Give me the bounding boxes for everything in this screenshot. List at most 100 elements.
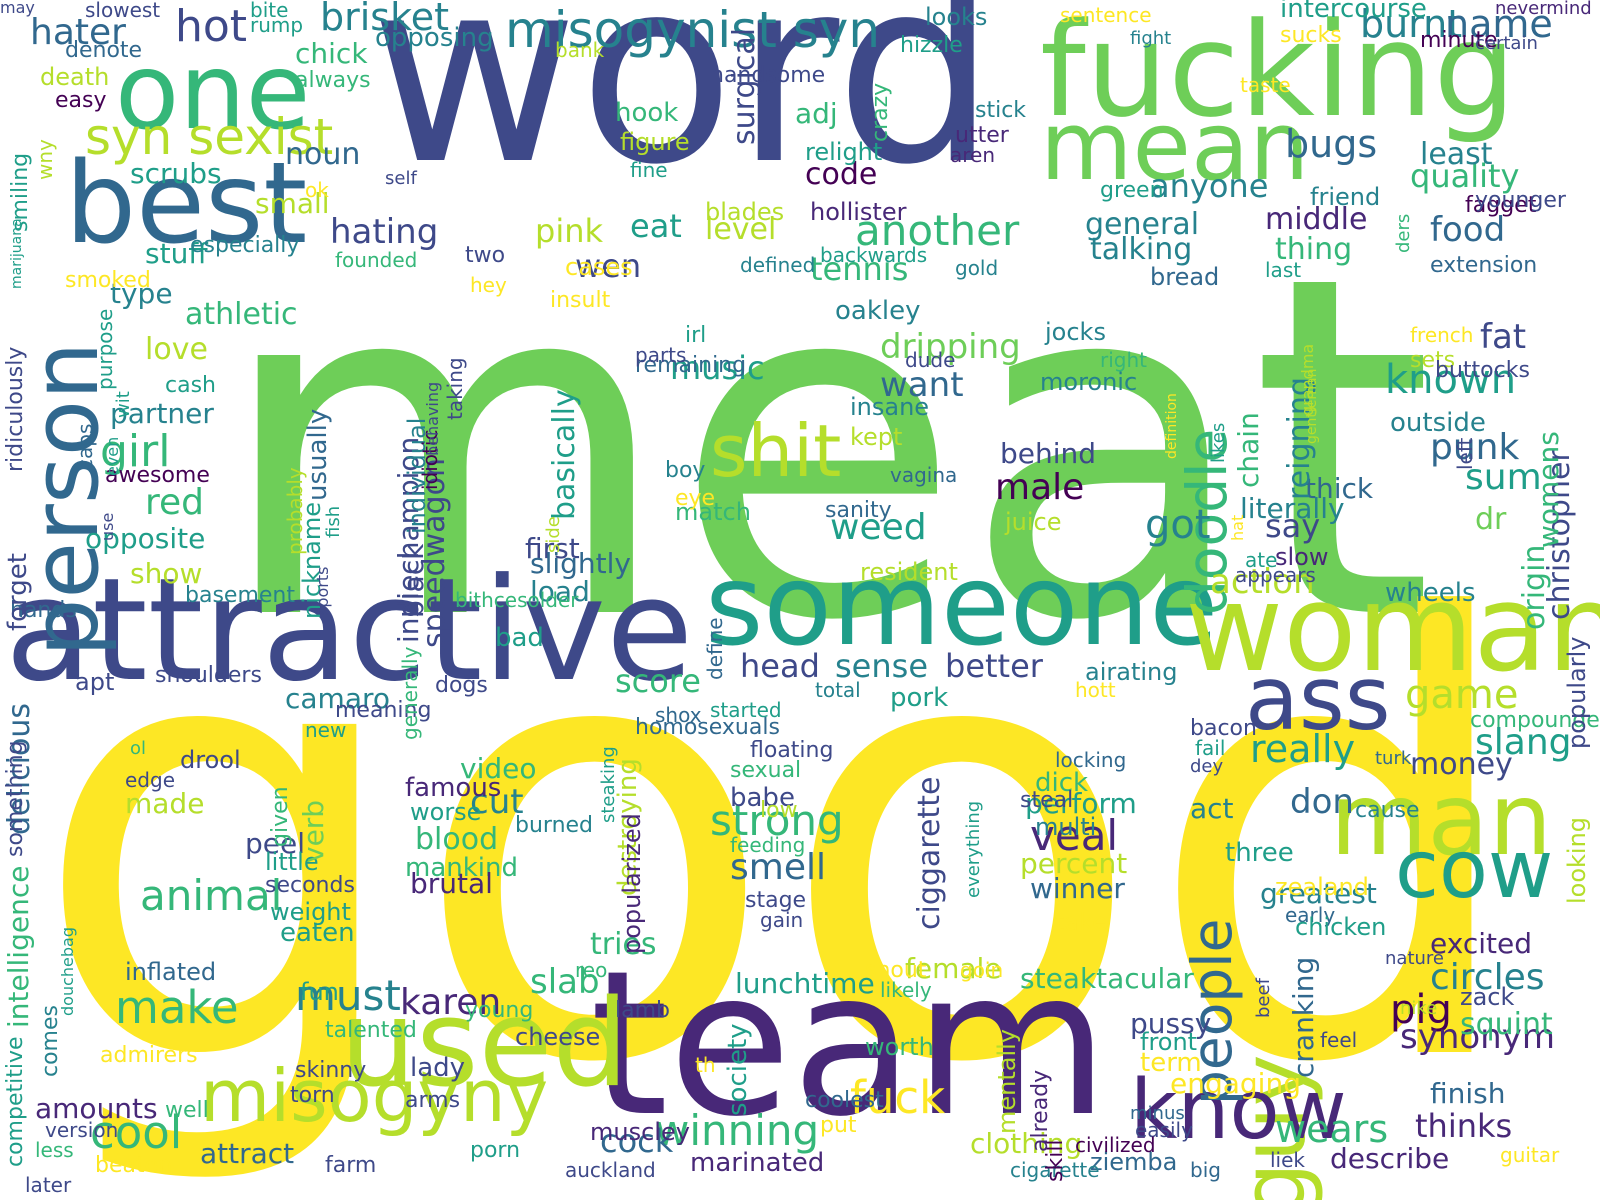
cloud-word: intelligence [2,865,35,1028]
cloud-word: food [1430,210,1506,250]
cloud-word: peel [245,827,306,860]
cloud-word: steaktacular [1020,962,1194,995]
cloud-word: compounded [1470,708,1600,733]
cloud-word: skinny [295,1058,367,1083]
cloud-word: figure [620,128,690,156]
cloud-word: squint [1460,1007,1553,1042]
cloud-word: better [945,647,1043,685]
cloud-word: beef [1253,978,1274,1018]
cloud-word: brutal [410,867,493,900]
cloud-word: used [340,975,629,1114]
cloud-word: sports [313,566,332,616]
cloud-word: nevermind [1495,0,1592,19]
cloud-word: relight [805,138,883,166]
cloud-word: sum [1465,457,1542,498]
cloud-word: thing [1275,232,1353,267]
cloud-word: weight [270,898,351,926]
cloud-word: shoulders [155,663,262,688]
cloud-word: mean [1040,92,1310,202]
cloud-word: gold [955,256,999,280]
cloud-word: reo [575,958,608,982]
cloud-word: easy [55,88,107,113]
cloud-word: mentally [993,1028,1021,1134]
cloud-word: noun [285,137,361,172]
cloud-word: started [710,698,782,722]
cloud-word: caps [73,423,97,470]
cloud-word: general [1085,207,1200,242]
cloud-word: brisket [320,0,450,39]
cloud-word: something [3,740,28,857]
cloud-word: airating [1085,658,1178,686]
cloud-word: cases [565,253,633,281]
cloud-word: jocks [1045,318,1106,346]
cloud-word: eat [630,207,682,245]
cloud-word: everything [963,800,984,898]
cloud-word: farm [325,1153,377,1178]
cloud-word: buttocks [1435,358,1530,383]
cloud-word: green [1100,178,1164,203]
cloud-word: beaten [95,1153,173,1178]
cloud-word: insane [850,393,930,421]
cloud-word: definition [1164,393,1180,459]
cloud-word: last [1265,258,1302,282]
cloud-word: fish [323,505,344,538]
cloud-word: another [855,206,1020,255]
cloud-word: score [615,662,701,700]
cloud-word: someone [705,541,1219,671]
cloud-word: smell [730,847,826,888]
cloud-word: small [255,187,330,220]
cloud-word: love [145,332,208,367]
cloud-word: cool [90,1106,183,1159]
cloud-word: slab [530,962,600,1002]
cloud-word: attractive [5,548,694,713]
cloud-word: cheese [515,1023,601,1051]
cloud-word: dey [1190,756,1224,777]
cloud-word: fuck [850,1071,946,1124]
cloud-word: front [1140,1028,1198,1056]
cloud-word: got [1145,502,1211,548]
cloud-word: excited [1430,927,1532,960]
cloud-word: winning [655,1106,820,1155]
cloud-word: put [820,1113,857,1138]
cloud-word: even [103,436,122,476]
cloud-word: slow [1275,543,1329,571]
cloud-word: parts [635,343,687,367]
cloud-word: homosexuals [635,715,780,740]
cloud-word: perform [1025,787,1137,820]
cloud-word: clothing [970,1127,1083,1160]
cloud-word: cock [600,1122,674,1160]
cloud-word: self [385,168,417,189]
cloud-word: floating [750,738,834,763]
cloud-word: rump [250,13,304,37]
cloud-word: taste [1240,73,1291,97]
cloud-word: pussy [1130,1007,1212,1040]
cloud-word: say [1265,507,1321,545]
cloud-word: certain [1475,33,1538,54]
cloud-word: dripping [880,327,1021,367]
cloud-word: zack [1460,983,1515,1011]
cloud-word: hollister [810,198,907,226]
cloud-word: thinks [1415,1107,1513,1145]
cloud-word: basically [547,389,582,520]
cloud-word: code [805,157,878,192]
cloud-word: chick [295,37,368,70]
cloud-word: must [295,971,401,1020]
cloud-word: want [880,365,964,405]
cloud-word: wears [1275,1107,1389,1151]
cloud-word: defined [740,253,816,277]
cloud-word: behind [1000,437,1097,470]
cloud-word: slowest [85,0,161,22]
cloud-word: given [268,786,293,847]
cloud-word: side [543,516,564,553]
cloud-word: burnt [1360,2,1463,46]
cloud-word: douchebag [58,927,77,1016]
cloud-word: lunchtime [735,967,875,1000]
cloud-word: crazy [868,82,893,142]
cloud-word: misogyny [200,1054,549,1138]
cloud-word: remaining [635,353,747,378]
cloud-word: basement [185,583,295,608]
cloud-word: action [1210,562,1315,602]
cloud-word: show [130,557,203,590]
cloud-word: steaking [598,746,619,823]
cloud-word: really [1250,727,1356,771]
